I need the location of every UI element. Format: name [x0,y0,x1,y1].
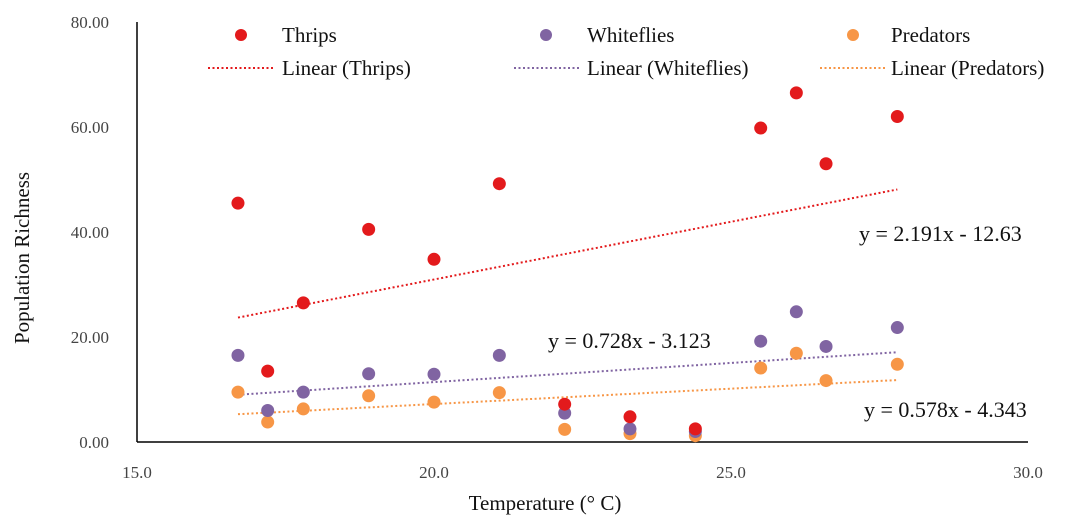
data-point-predators [362,389,376,403]
data-point-whiteflies [492,348,506,362]
equation-thrips: y = 2.191x - 12.63 [859,221,1022,246]
trendline-predators [237,379,898,416]
data-point-whiteflies [623,422,637,436]
legend-marker-thrips [235,29,247,41]
equation-predators: y = 0.578x - 4.343 [864,397,1027,422]
data-point-thrips [296,296,310,310]
trendline-layer [237,188,898,416]
data-point-predators [754,361,768,375]
data-point-whiteflies [754,334,768,348]
data-point-predators [231,385,245,399]
data-point-whiteflies [427,367,441,381]
data-point-predators [819,374,833,388]
data-point-thrips [754,121,768,135]
data-point-predators [427,395,441,409]
legend-label-predators: Predators [891,23,970,47]
legend-label-whiteflies: Whiteflies [587,23,674,47]
data-point-thrips [231,196,245,210]
y-tick-label: 80.00 [71,13,109,32]
y-tick-label: 60.00 [71,118,109,137]
data-point-thrips [558,397,572,411]
legend-marker-whiteflies [540,29,552,41]
x-tick-label: 25.0 [716,463,746,482]
equation-whiteflies: y = 0.728x - 3.123 [548,328,711,353]
x-tick-label: 20.0 [419,463,449,482]
data-point-predators [558,422,572,436]
data-point-thrips [623,410,637,424]
data-point-thrips [789,86,803,100]
data-point-whiteflies [789,305,803,319]
legend-marker-predators [847,29,859,41]
legend-label-linear-whiteflies: Linear (Whiteflies) [587,56,749,80]
data-point-thrips [492,177,506,191]
legend-label-linear-thrips: Linear (Thrips) [282,56,411,80]
data-point-whiteflies [231,348,245,362]
data-point-predators [890,357,904,371]
data-point-predators [789,346,803,360]
data-point-thrips [261,364,275,378]
data-point-thrips [688,422,702,436]
x-tick-label: 30.0 [1013,463,1043,482]
data-point-layer [231,86,904,443]
data-point-thrips [427,252,441,266]
legend-label-thrips: Thrips [282,23,337,47]
legend-label-linear-predators: Linear (Predators) [891,56,1044,80]
trendline-thrips [237,188,898,319]
y-tick-label: 20.00 [71,328,109,347]
data-point-whiteflies [261,404,275,417]
x-tick-label: 15.0 [122,463,152,482]
data-point-whiteflies [558,406,572,420]
tick-label-layer: 0.00 20.00 40.00 60.00 80.00 15.0 20.0 25.0 30.0 [71,13,1043,482]
trendline-whiteflies [237,351,898,396]
y-tick-label: 0.00 [79,433,109,452]
y-tick-label: 40.00 [71,223,109,242]
data-point-thrips [819,157,833,171]
data-point-thrips [890,110,904,123]
data-point-whiteflies [890,321,904,335]
data-point-predators [261,415,275,429]
data-point-whiteflies [362,367,376,381]
data-point-thrips [362,222,376,236]
y-axis-label: Population Richness [10,172,34,344]
data-point-predators [492,386,506,400]
data-point-whiteflies [819,339,833,353]
data-point-predators [296,402,310,416]
x-axis-label: Temperature (° C) [469,491,622,515]
data-point-whiteflies [296,385,310,399]
